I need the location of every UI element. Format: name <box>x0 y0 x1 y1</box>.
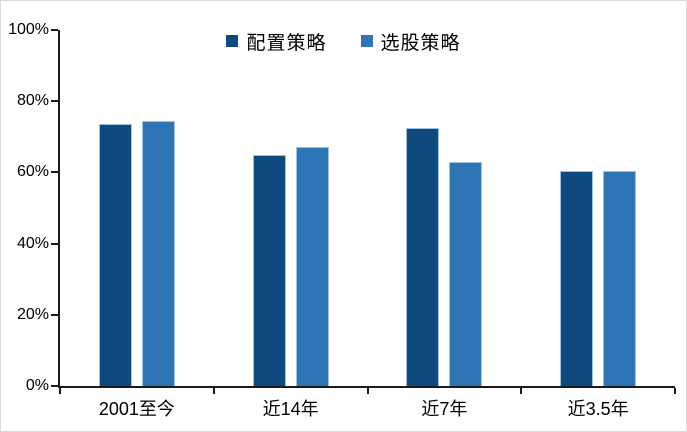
bar <box>141 120 175 386</box>
bar <box>560 170 594 386</box>
y-axis-tick <box>51 100 58 103</box>
bar-group-3: 近7年 <box>368 30 522 419</box>
plot-area: 2001至今 近14年 近7年 近3.5年 <box>51 29 676 419</box>
x-axis-tick <box>520 388 523 394</box>
legend-item-series-1: 选股策略 <box>360 28 461 55</box>
x-axis-category-label: 近7年 <box>421 399 468 419</box>
x-axis-tick <box>674 388 676 394</box>
legend-label: 选股策略 <box>380 32 461 54</box>
legend: 配置策略 选股策略 <box>1 28 686 55</box>
bar <box>98 124 132 386</box>
x-axis-category-label: 2001至今 <box>98 399 175 419</box>
y-axis-tick <box>51 385 58 387</box>
y-axis-tick <box>51 242 58 245</box>
bar <box>449 161 483 386</box>
y-axis-tick <box>51 171 58 174</box>
y-axis-tick <box>51 313 58 316</box>
bar-group-1: 2001至今 <box>60 30 214 419</box>
x-axis-category-label: 近3.5年 <box>567 399 629 419</box>
y-axis-tick-label: 20% <box>16 305 49 323</box>
bar-group-2: 近14年 <box>214 30 368 419</box>
y-axis-tick-label: 0% <box>25 377 49 394</box>
legend-marker-icon <box>226 35 239 47</box>
x-axis-category-label: 近14年 <box>262 399 319 419</box>
bar <box>252 154 286 386</box>
legend-item-series-0: 配置策略 <box>226 28 326 55</box>
bar <box>295 147 329 386</box>
x-axis-tick <box>59 388 61 394</box>
legend-marker-icon <box>360 35 373 47</box>
bar <box>406 127 440 386</box>
x-axis-tick <box>366 388 369 394</box>
y-axis-tick-label: 60% <box>16 163 49 181</box>
y-axis-tick <box>51 29 58 31</box>
x-axis-tick <box>212 388 215 394</box>
bar-groups: 2001至今 近14年 近7年 近3.5年 <box>60 30 675 419</box>
bar <box>603 170 637 386</box>
bar-group-4: 近3.5年 <box>521 30 675 419</box>
y-axis-tick-label: 100% <box>8 21 49 38</box>
y-axis-tick-label: 80% <box>16 92 49 110</box>
y-axis-tick-label: 40% <box>16 234 49 252</box>
legend-label: 配置策略 <box>246 32 327 54</box>
